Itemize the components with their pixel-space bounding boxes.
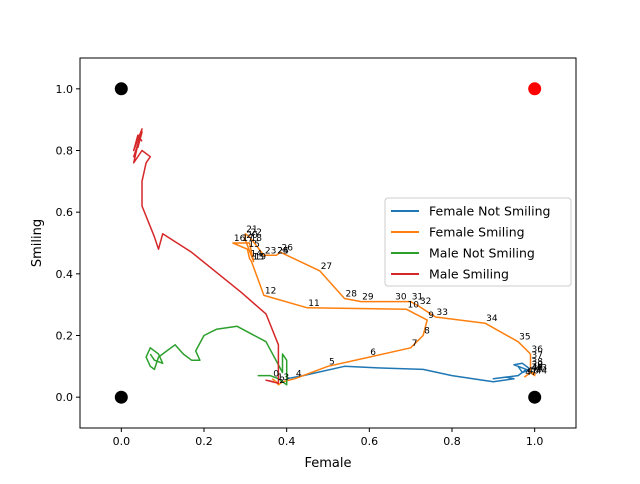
point-label: 18 (251, 234, 263, 244)
point-label: 13 (253, 253, 264, 263)
point-label: 24 (277, 246, 289, 256)
point-label: 4 (296, 370, 302, 380)
point-label: 21 (246, 225, 257, 235)
point-label: 27 (321, 262, 332, 272)
legend-label: Male Smiling (429, 267, 509, 282)
corner-point-layer (114, 82, 542, 404)
series-layer (132, 128, 536, 386)
point-label: 17 (242, 234, 253, 244)
point-label: 0 (273, 370, 279, 380)
corner-marker (528, 390, 542, 404)
legend-label: Female Not Smiling (429, 204, 550, 219)
point-label: 8 (424, 327, 430, 337)
point-label: 15 (248, 240, 259, 250)
y-axis-label: Smiling (30, 219, 45, 267)
corner-marker (528, 82, 542, 96)
point-label: 34 (486, 314, 498, 324)
point-label: 12 (265, 286, 276, 296)
legend-label: Male Not Smiling (429, 246, 535, 261)
y-axis-ticks: 0.0 0.2 0.4 0.6 0.8 1.0 (56, 83, 80, 404)
y-tick-label: 0.4 (56, 268, 74, 281)
x-tick-label: 0.8 (443, 435, 461, 448)
point-label: 3 (284, 373, 290, 383)
point-label: 23 (265, 246, 276, 256)
x-tick-label: 0.6 (361, 435, 379, 448)
y-tick-label: 1.0 (56, 83, 74, 96)
corner-marker (114, 82, 128, 96)
point-label: 32 (420, 297, 431, 307)
corner-marker (114, 390, 128, 404)
point-label: 41 (532, 364, 543, 374)
point-label: 28 (346, 290, 358, 300)
point-label: 37 (532, 351, 543, 361)
legend-label: Female Smiling (429, 225, 525, 240)
series-line-female-smiling (232, 233, 536, 386)
x-tick-label: 1.0 (526, 435, 544, 448)
point-label: 38 (532, 357, 544, 367)
point-label: 36 (532, 345, 544, 355)
point-label: 11 (308, 299, 319, 309)
point-label: 1 (277, 373, 283, 383)
point-label: 10 (408, 300, 420, 310)
legend-box (384, 197, 572, 287)
point-label: 9 (428, 311, 434, 321)
point-label: 7 (412, 339, 418, 349)
point-label: 33 (437, 308, 448, 318)
point-label: 2 (279, 376, 285, 386)
point-label: 19 (255, 253, 267, 263)
x-axis-label: Female (304, 456, 351, 471)
point-label: 14 (251, 249, 263, 259)
point-label: 46 (527, 367, 539, 377)
point-label: 40 (532, 364, 544, 374)
y-tick-label: 0.6 (56, 206, 74, 219)
point-label: 35 (519, 333, 530, 343)
point-label: 47 (525, 368, 536, 378)
point-label: 39 (532, 360, 544, 370)
point-label: 5 (329, 357, 335, 367)
series-line-female-not-smiling (286, 362, 535, 383)
point-label: 25 (277, 246, 288, 256)
x-tick-label: 0.0 (113, 435, 131, 448)
series-line-male-smiling (132, 128, 280, 385)
point-label: 45 (532, 364, 543, 374)
y-tick-label: 0.2 (56, 330, 74, 343)
point-label: 44 (536, 367, 548, 377)
point-label: 26 (282, 243, 294, 253)
point-label: 16 (234, 234, 246, 244)
point-label: 20 (246, 231, 258, 241)
point-label: 22 (251, 228, 262, 238)
point-label: 31 (412, 293, 423, 303)
legend: Female Not Smiling Female Smiling Male Not… (384, 197, 572, 287)
y-tick-label: 0.0 (56, 391, 74, 404)
point-label: 43 (536, 364, 547, 374)
point-label: 42 (532, 364, 543, 374)
y-tick-label: 0.8 (56, 145, 74, 158)
x-tick-label: 0.4 (278, 435, 296, 448)
point-label: 30 (395, 293, 407, 303)
point-label: 29 (362, 293, 374, 303)
x-tick-label: 0.2 (195, 435, 213, 448)
x-axis-ticks: 0.0 0.2 0.4 0.6 0.8 1.0 (113, 428, 544, 448)
point-label: 6 (370, 348, 376, 358)
series-line-male-not-smiling (145, 325, 288, 386)
